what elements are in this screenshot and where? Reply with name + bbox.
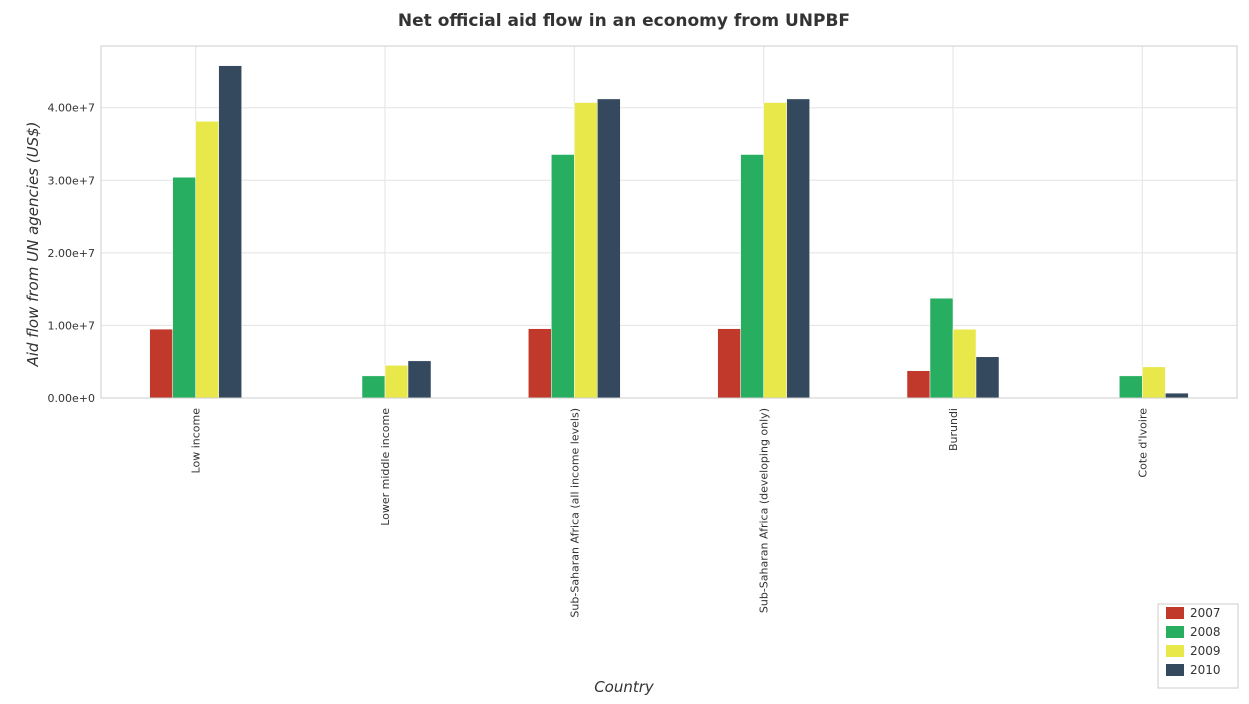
legend-swatch-2010 <box>1166 664 1184 676</box>
x-tick-label: Lower middle income <box>379 408 392 526</box>
y-tick-label: 0.00e+0 <box>48 392 95 405</box>
y-axis-title: Aid flow from UN agencies (US$) <box>24 121 42 367</box>
legend-swatch-2008 <box>1166 626 1184 638</box>
plot-frame <box>100 45 1238 399</box>
legend-label-2010: 2010 <box>1190 663 1221 677</box>
legend-label-2007: 2007 <box>1190 606 1221 620</box>
bar-2010 <box>597 98 621 399</box>
x-tick-label: Sub-Saharan Africa (developing only) <box>758 408 771 613</box>
bar-2007 <box>906 370 931 399</box>
bars <box>149 65 1189 399</box>
bar-2009 <box>1142 366 1166 399</box>
x-axis-ticks: Low income Lower middle income Sub-Saharan… <box>190 408 1150 618</box>
y-tick-label: 2.00e+7 <box>48 247 95 260</box>
bar-2007 <box>149 328 173 399</box>
bar-2009 <box>763 102 787 399</box>
x-tick-label: Cote d'Ivoire <box>1136 408 1149 478</box>
chart-title: Net official aid flow in an economy from… <box>398 11 850 31</box>
x-tick-label: Sub-Saharan Africa (all income levels) <box>568 408 581 618</box>
x-axis-title: Country <box>594 678 655 696</box>
legend: 2007 2008 2009 2010 <box>1157 603 1239 689</box>
y-tick-label: 1.00e+7 <box>48 319 95 332</box>
y-tick-label: 4.00e+7 <box>48 102 95 115</box>
bar-2010 <box>218 65 242 399</box>
bar-2008 <box>551 154 575 399</box>
bar-2010 <box>407 360 432 399</box>
bar-2008 <box>172 176 196 399</box>
bar-2010 <box>1165 392 1189 399</box>
x-tick-label: Low income <box>190 408 203 474</box>
bar-2009 <box>952 329 977 399</box>
bar-2008 <box>1119 375 1143 399</box>
y-axis-ticks: 0.00e+0 1.00e+7 2.00e+7 3.00e+7 4.00e+7 <box>48 102 95 405</box>
legend-swatch-2007 <box>1166 607 1184 619</box>
legend-label-2009: 2009 <box>1190 644 1221 658</box>
bar-2008 <box>740 154 764 399</box>
bar-2008 <box>361 375 386 399</box>
bar-2007 <box>717 328 741 399</box>
bar-2009 <box>574 102 598 399</box>
bar-2009 <box>195 121 219 399</box>
bar-2010 <box>975 356 1000 399</box>
bar-2007 <box>528 328 552 399</box>
grid-lines <box>101 46 1237 399</box>
bar-2008 <box>929 297 954 399</box>
y-tick-label: 3.00e+7 <box>48 174 95 187</box>
legend-label-2008: 2008 <box>1190 625 1221 639</box>
bar-2010 <box>786 98 810 399</box>
bar-2009 <box>384 365 409 399</box>
legend-swatch-2009 <box>1166 645 1184 657</box>
x-tick-label: Burundi <box>947 408 960 451</box>
